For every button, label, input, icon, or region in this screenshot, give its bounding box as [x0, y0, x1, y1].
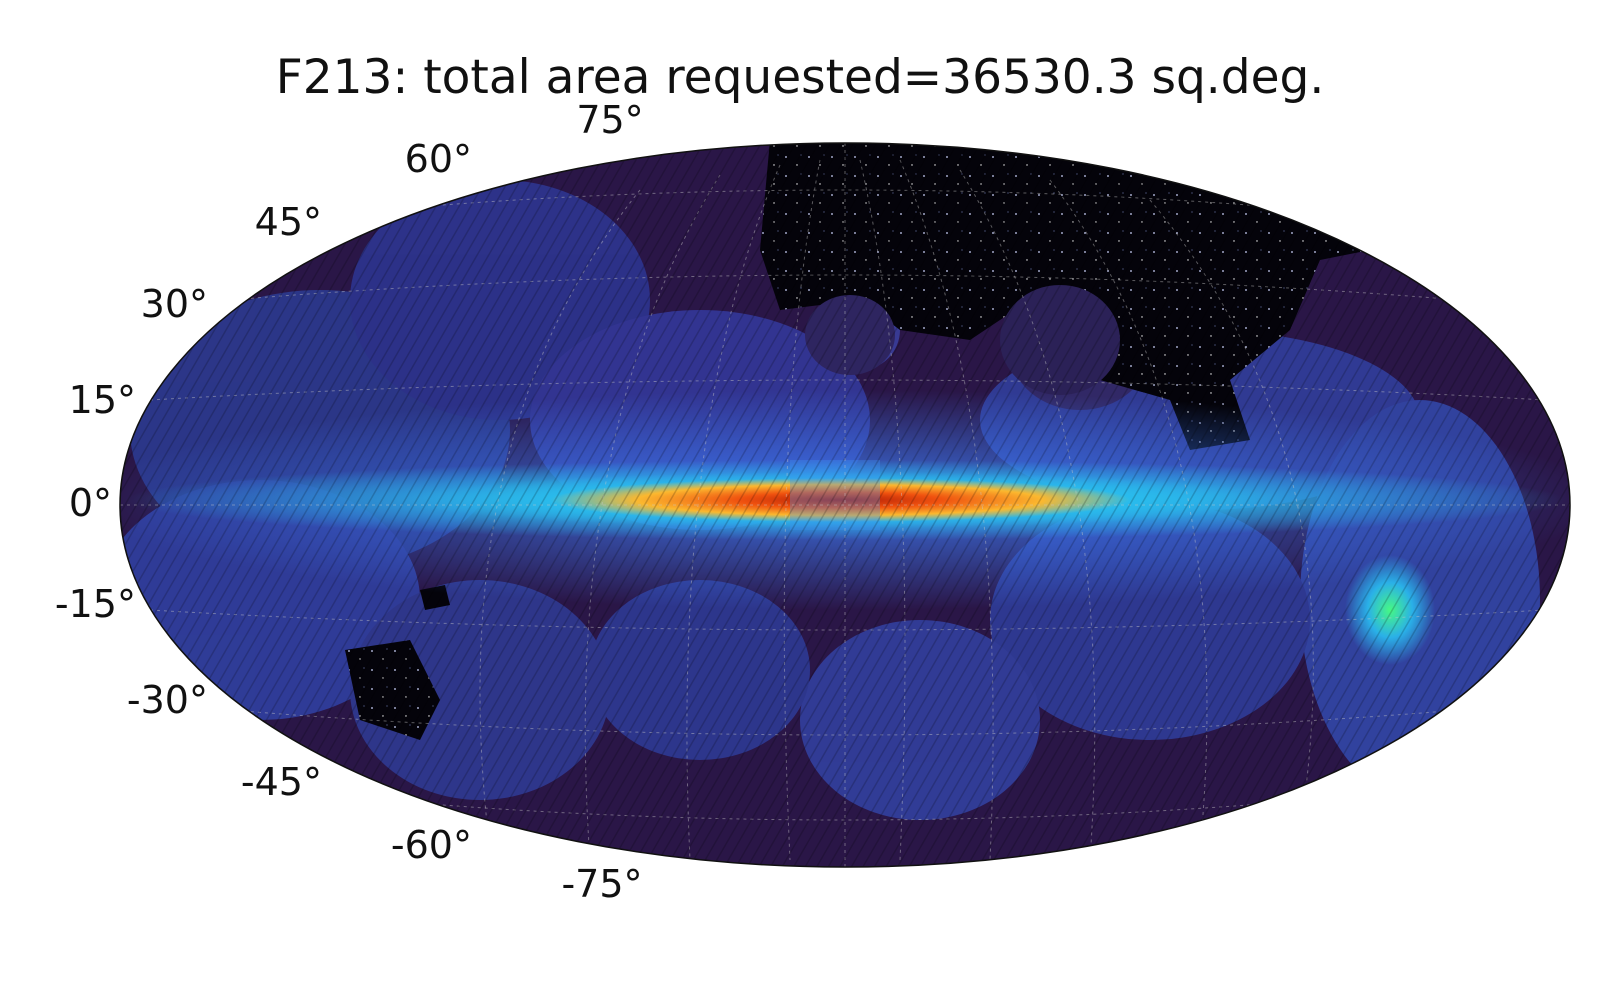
- lat-label-neg30: -30°: [127, 678, 208, 722]
- lat-label-neg45: -45°: [241, 760, 322, 804]
- lat-label-neg60: -60°: [391, 823, 472, 867]
- lat-label-0: 0°: [69, 481, 112, 525]
- lat-label-neg15: -15°: [55, 582, 136, 626]
- lat-label-45: 45°: [255, 200, 322, 244]
- lat-label-30: 30°: [141, 282, 208, 326]
- lat-label-neg75: -75°: [561, 862, 642, 906]
- coverage-map: [120, 143, 1570, 867]
- lat-label-15: 15°: [69, 378, 136, 422]
- lat-label-75: 75°: [576, 98, 643, 142]
- lat-label-60: 60°: [405, 137, 472, 181]
- map-title: F213: total area requested=36530.3 sq.de…: [275, 50, 1325, 105]
